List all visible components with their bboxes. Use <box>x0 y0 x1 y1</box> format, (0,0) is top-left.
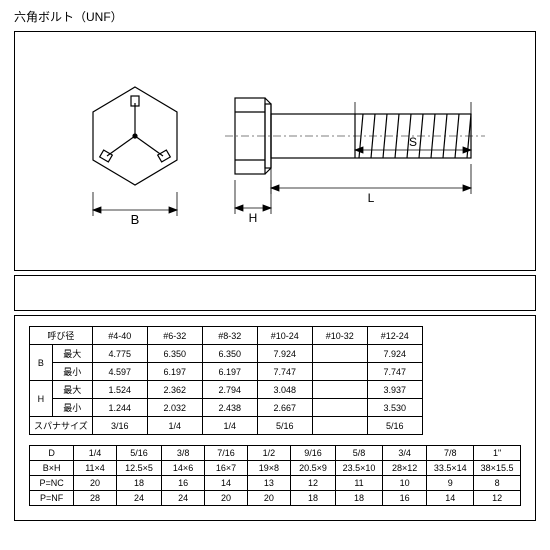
t1-cell: 4.597 <box>92 363 147 381</box>
t2-header: 5/8 <box>336 446 383 461</box>
t1-cell: 6.350 <box>147 345 202 363</box>
t1-header: #10-32 <box>312 327 367 345</box>
t2-cell: 20 <box>205 491 248 506</box>
t1-cell: 6.350 <box>202 345 257 363</box>
t2-header: 1/2 <box>247 446 290 461</box>
t2-cell: 12 <box>474 491 521 506</box>
t2-cell: 20.5×9 <box>290 461 335 476</box>
t1-cell: 1/4 <box>147 417 202 435</box>
t1-header: #12-24 <box>367 327 422 345</box>
t2-header: 9/16 <box>290 446 335 461</box>
t1-sub: 最大 <box>52 345 92 363</box>
gap-panel <box>14 275 536 311</box>
dim-h-label: H <box>249 211 258 225</box>
t2-row-label: P=NC <box>30 476 74 491</box>
t2-cell: 18 <box>116 476 161 491</box>
dim-s-label: S <box>409 135 417 149</box>
t1-cell: 4.775 <box>92 345 147 363</box>
t2-header: 1/4 <box>74 446 117 461</box>
t1-header: #4-40 <box>92 327 147 345</box>
t1-cell: 2.438 <box>202 399 257 417</box>
t2-cell: 11 <box>336 476 383 491</box>
t2-cell: 16 <box>382 491 426 506</box>
t1-cell: 3/16 <box>92 417 147 435</box>
t1-cell: 7.924 <box>367 345 422 363</box>
t1-cell: 3.530 <box>367 399 422 417</box>
t1-cell: 7.747 <box>367 363 422 381</box>
t2-cell: 33.5×14 <box>427 461 474 476</box>
t1-group-b: B <box>30 345 53 381</box>
t1-spanner-label: スパナサイズ <box>30 417 93 435</box>
t2-cell: 18 <box>290 491 335 506</box>
t1-cell: 7.924 <box>257 345 312 363</box>
t2-cell: 11×4 <box>74 461 117 476</box>
t2-cell: 20 <box>74 476 117 491</box>
t1-group-h: H <box>30 381 53 417</box>
dim-b-label: B <box>131 212 140 227</box>
t1-cell: 3.048 <box>257 381 312 399</box>
t2-cell: 38×15.5 <box>474 461 521 476</box>
t2-cell: 9 <box>427 476 474 491</box>
t1-cell: 7.747 <box>257 363 312 381</box>
t1-header-nominal: 呼び径 <box>30 327 93 345</box>
t2-header: 1" <box>474 446 521 461</box>
t1-cell: 2.362 <box>147 381 202 399</box>
t2-cell: 20 <box>247 491 290 506</box>
t1-cell: 5/16 <box>257 417 312 435</box>
t1-header: #10-24 <box>257 327 312 345</box>
spec-table-2: D1/45/163/87/161/29/165/83/47/81" B×H11×4… <box>29 445 521 506</box>
t2-header: D <box>30 446 74 461</box>
t2-cell: 14 <box>427 491 474 506</box>
t2-header: 5/16 <box>116 446 161 461</box>
diagram-panel: B <box>14 31 536 271</box>
t1-cell: 2.794 <box>202 381 257 399</box>
t2-cell: 13 <box>247 476 290 491</box>
t2-header: 7/16 <box>205 446 248 461</box>
t2-cell: 16×7 <box>205 461 248 476</box>
t1-sub: 最小 <box>52 399 92 417</box>
t2-header: 3/4 <box>382 446 426 461</box>
t2-cell: 12 <box>290 476 335 491</box>
t1-sub: 最小 <box>52 363 92 381</box>
t1-header: #6-32 <box>147 327 202 345</box>
t1-cell: 1.524 <box>92 381 147 399</box>
t1-cell: 2.667 <box>257 399 312 417</box>
t1-cell: 2.032 <box>147 399 202 417</box>
t1-cell: 1.244 <box>92 399 147 417</box>
t1-cell <box>312 363 367 381</box>
t1-cell: 6.197 <box>147 363 202 381</box>
t1-sub: 最大 <box>52 381 92 399</box>
table-panel: 呼び径#4-40#6-32#8-32#10-24#10-32#12-24 B最大4… <box>14 315 536 521</box>
t2-cell: 16 <box>162 476 205 491</box>
t2-cell: 23.5×10 <box>336 461 383 476</box>
t2-header: 3/8 <box>162 446 205 461</box>
t1-cell <box>312 399 367 417</box>
t2-cell: 12.5×5 <box>116 461 161 476</box>
t2-cell: 19×8 <box>247 461 290 476</box>
t2-cell: 24 <box>116 491 161 506</box>
t1-header: #8-32 <box>202 327 257 345</box>
t1-cell: 6.197 <box>202 363 257 381</box>
t2-row-label: B×H <box>30 461 74 476</box>
t2-cell: 18 <box>336 491 383 506</box>
t1-cell: 1/4 <box>202 417 257 435</box>
t2-cell: 10 <box>382 476 426 491</box>
t2-cell: 28 <box>74 491 117 506</box>
spec-table-1: 呼び径#4-40#6-32#8-32#10-24#10-32#12-24 B最大4… <box>29 326 423 435</box>
page-title: 六角ボルト（UNF） <box>14 8 536 25</box>
t1-cell <box>312 345 367 363</box>
t2-cell: 14×6 <box>162 461 205 476</box>
t2-cell: 14 <box>205 476 248 491</box>
t1-cell: 5/16 <box>367 417 422 435</box>
t1-cell <box>312 381 367 399</box>
t1-cell <box>312 417 367 435</box>
t2-cell: 28×12 <box>382 461 426 476</box>
dim-l-label: L <box>368 191 375 205</box>
t2-row-label: P=NF <box>30 491 74 506</box>
t1-cell: 3.937 <box>367 381 422 399</box>
t2-cell: 24 <box>162 491 205 506</box>
t2-header: 7/8 <box>427 446 474 461</box>
bolt-diagram: B <box>15 32 535 272</box>
t2-cell: 8 <box>474 476 521 491</box>
